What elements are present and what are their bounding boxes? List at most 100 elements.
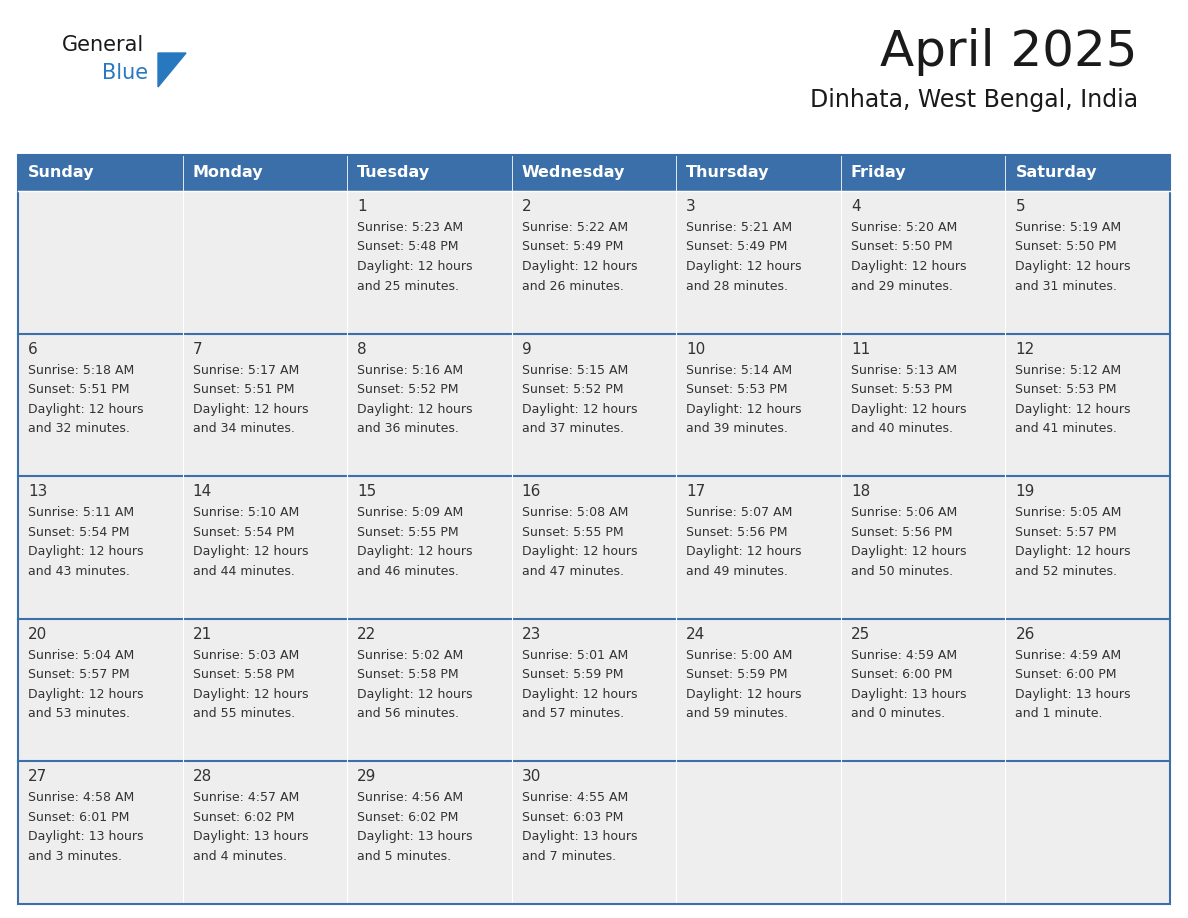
Text: Sunrise: 5:08 AM: Sunrise: 5:08 AM xyxy=(522,506,628,520)
Text: April 2025: April 2025 xyxy=(880,28,1138,76)
Bar xyxy=(1005,155,1170,191)
Bar xyxy=(841,619,1005,761)
Text: Sunset: 6:00 PM: Sunset: 6:00 PM xyxy=(1016,668,1117,681)
Bar xyxy=(347,476,512,619)
Polygon shape xyxy=(158,53,187,87)
Text: Daylight: 12 hours: Daylight: 12 hours xyxy=(358,688,473,700)
Text: Saturday: Saturday xyxy=(1016,165,1097,181)
Text: and 37 minutes.: and 37 minutes. xyxy=(522,422,624,435)
Bar xyxy=(18,619,183,761)
Text: Sunset: 5:49 PM: Sunset: 5:49 PM xyxy=(522,241,623,253)
Text: Sunset: 6:01 PM: Sunset: 6:01 PM xyxy=(29,811,129,823)
Text: Sunrise: 5:12 AM: Sunrise: 5:12 AM xyxy=(1016,364,1121,376)
Bar xyxy=(183,619,347,761)
Bar xyxy=(183,761,347,904)
Text: Sunset: 5:48 PM: Sunset: 5:48 PM xyxy=(358,241,459,253)
Bar xyxy=(841,191,1005,333)
Text: 29: 29 xyxy=(358,769,377,784)
Text: Sunrise: 5:21 AM: Sunrise: 5:21 AM xyxy=(687,221,792,234)
Text: Sunrise: 4:57 AM: Sunrise: 4:57 AM xyxy=(192,791,299,804)
Text: Sunrise: 5:16 AM: Sunrise: 5:16 AM xyxy=(358,364,463,376)
Text: Blue: Blue xyxy=(102,63,148,83)
Text: Sunset: 5:50 PM: Sunset: 5:50 PM xyxy=(1016,241,1117,253)
Text: Daylight: 12 hours: Daylight: 12 hours xyxy=(358,545,473,558)
Text: General: General xyxy=(62,35,144,55)
Text: Daylight: 12 hours: Daylight: 12 hours xyxy=(851,260,966,273)
Text: Sunrise: 5:05 AM: Sunrise: 5:05 AM xyxy=(1016,506,1121,520)
Text: Sunset: 5:53 PM: Sunset: 5:53 PM xyxy=(851,383,953,396)
Text: 30: 30 xyxy=(522,769,541,784)
Bar xyxy=(676,191,841,333)
Text: Daylight: 12 hours: Daylight: 12 hours xyxy=(29,545,144,558)
Text: Sunrise: 5:06 AM: Sunrise: 5:06 AM xyxy=(851,506,958,520)
Text: Sunset: 5:59 PM: Sunset: 5:59 PM xyxy=(522,668,624,681)
Text: 22: 22 xyxy=(358,627,377,642)
Text: Daylight: 13 hours: Daylight: 13 hours xyxy=(29,831,144,844)
Text: Daylight: 12 hours: Daylight: 12 hours xyxy=(358,260,473,273)
Text: and 59 minutes.: and 59 minutes. xyxy=(687,707,789,721)
Text: Sunrise: 5:10 AM: Sunrise: 5:10 AM xyxy=(192,506,299,520)
Text: and 34 minutes.: and 34 minutes. xyxy=(192,422,295,435)
Text: and 39 minutes.: and 39 minutes. xyxy=(687,422,788,435)
Bar xyxy=(18,333,183,476)
Text: 3: 3 xyxy=(687,199,696,214)
Text: 10: 10 xyxy=(687,341,706,356)
Bar xyxy=(512,333,676,476)
Text: Daylight: 12 hours: Daylight: 12 hours xyxy=(1016,260,1131,273)
Bar xyxy=(676,619,841,761)
Text: Daylight: 12 hours: Daylight: 12 hours xyxy=(192,688,308,700)
Bar xyxy=(1005,619,1170,761)
Text: Friday: Friday xyxy=(851,165,906,181)
Text: 11: 11 xyxy=(851,341,870,356)
Text: 13: 13 xyxy=(29,484,48,499)
Text: 27: 27 xyxy=(29,769,48,784)
Text: Daylight: 12 hours: Daylight: 12 hours xyxy=(1016,403,1131,416)
Text: and 43 minutes.: and 43 minutes. xyxy=(29,565,129,577)
Text: Daylight: 12 hours: Daylight: 12 hours xyxy=(522,688,637,700)
Text: Sunset: 5:58 PM: Sunset: 5:58 PM xyxy=(192,668,295,681)
Bar xyxy=(347,155,512,191)
Bar xyxy=(1005,476,1170,619)
Text: Sunrise: 4:59 AM: Sunrise: 4:59 AM xyxy=(851,649,958,662)
Text: Sunrise: 5:14 AM: Sunrise: 5:14 AM xyxy=(687,364,792,376)
Text: and 40 minutes.: and 40 minutes. xyxy=(851,422,953,435)
Text: Sunrise: 5:03 AM: Sunrise: 5:03 AM xyxy=(192,649,299,662)
Text: Sunset: 5:56 PM: Sunset: 5:56 PM xyxy=(687,526,788,539)
Text: Sunrise: 5:18 AM: Sunrise: 5:18 AM xyxy=(29,364,134,376)
Text: 24: 24 xyxy=(687,627,706,642)
Text: Daylight: 12 hours: Daylight: 12 hours xyxy=(358,403,473,416)
Text: and 26 minutes.: and 26 minutes. xyxy=(522,279,624,293)
Text: Daylight: 12 hours: Daylight: 12 hours xyxy=(522,403,637,416)
Text: Daylight: 12 hours: Daylight: 12 hours xyxy=(522,545,637,558)
Text: Daylight: 12 hours: Daylight: 12 hours xyxy=(192,545,308,558)
Text: Daylight: 12 hours: Daylight: 12 hours xyxy=(851,403,966,416)
Text: and 56 minutes.: and 56 minutes. xyxy=(358,707,459,721)
Bar xyxy=(18,155,1170,904)
Bar xyxy=(347,619,512,761)
Text: Sunset: 5:55 PM: Sunset: 5:55 PM xyxy=(522,526,624,539)
Text: Sunrise: 4:59 AM: Sunrise: 4:59 AM xyxy=(1016,649,1121,662)
Text: and 41 minutes.: and 41 minutes. xyxy=(1016,422,1117,435)
Text: Sunset: 5:59 PM: Sunset: 5:59 PM xyxy=(687,668,788,681)
Text: Daylight: 12 hours: Daylight: 12 hours xyxy=(1016,545,1131,558)
Bar xyxy=(676,476,841,619)
Text: 20: 20 xyxy=(29,627,48,642)
Bar xyxy=(18,476,183,619)
Bar xyxy=(183,155,347,191)
Bar xyxy=(841,333,1005,476)
Text: Sunrise: 5:07 AM: Sunrise: 5:07 AM xyxy=(687,506,792,520)
Text: 28: 28 xyxy=(192,769,211,784)
Text: Sunrise: 5:15 AM: Sunrise: 5:15 AM xyxy=(522,364,628,376)
Text: Sunset: 5:49 PM: Sunset: 5:49 PM xyxy=(687,241,788,253)
Text: Daylight: 12 hours: Daylight: 12 hours xyxy=(29,403,144,416)
Bar xyxy=(512,761,676,904)
Text: and 52 minutes.: and 52 minutes. xyxy=(1016,565,1118,577)
Text: Monday: Monday xyxy=(192,165,264,181)
Text: Sunrise: 4:58 AM: Sunrise: 4:58 AM xyxy=(29,791,134,804)
Text: Daylight: 12 hours: Daylight: 12 hours xyxy=(192,403,308,416)
Text: 2: 2 xyxy=(522,199,531,214)
Text: 8: 8 xyxy=(358,341,367,356)
Text: Sunset: 5:51 PM: Sunset: 5:51 PM xyxy=(192,383,295,396)
Text: Sunset: 6:03 PM: Sunset: 6:03 PM xyxy=(522,811,623,823)
Text: Daylight: 12 hours: Daylight: 12 hours xyxy=(29,688,144,700)
